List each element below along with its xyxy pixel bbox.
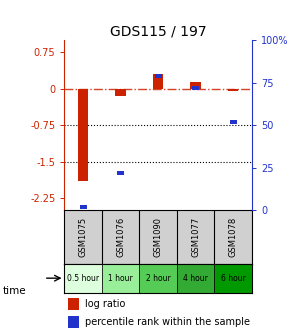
Bar — [177, 263, 214, 293]
Bar — [190, 82, 201, 89]
Text: 0.5 hour: 0.5 hour — [67, 274, 99, 283]
Bar — [214, 263, 252, 293]
Bar — [64, 263, 102, 293]
Bar — [192, 86, 200, 90]
Bar — [68, 316, 79, 328]
Text: GSM1075: GSM1075 — [79, 217, 88, 257]
Bar — [153, 74, 163, 89]
Bar — [228, 89, 239, 91]
Text: 4 hour: 4 hour — [183, 274, 208, 283]
Text: log ratio: log ratio — [85, 299, 125, 308]
Bar — [229, 120, 237, 124]
Text: 2 hour: 2 hour — [146, 274, 171, 283]
Text: GSM1078: GSM1078 — [229, 217, 238, 257]
Bar — [115, 89, 126, 96]
Text: 1 hour: 1 hour — [108, 274, 133, 283]
Text: 6 hour: 6 hour — [221, 274, 246, 283]
Text: GDS115 / 197: GDS115 / 197 — [110, 25, 207, 39]
Text: GSM1077: GSM1077 — [191, 217, 200, 257]
Bar — [154, 74, 162, 78]
Text: percentile rank within the sample: percentile rank within the sample — [85, 317, 250, 327]
Text: GSM1076: GSM1076 — [116, 217, 125, 257]
Bar — [117, 171, 125, 175]
Bar — [139, 263, 177, 293]
Bar — [68, 298, 79, 309]
Text: GSM1090: GSM1090 — [154, 217, 163, 257]
Bar — [102, 263, 139, 293]
Bar — [78, 89, 88, 181]
Bar — [79, 205, 87, 209]
Text: time: time — [3, 286, 27, 296]
